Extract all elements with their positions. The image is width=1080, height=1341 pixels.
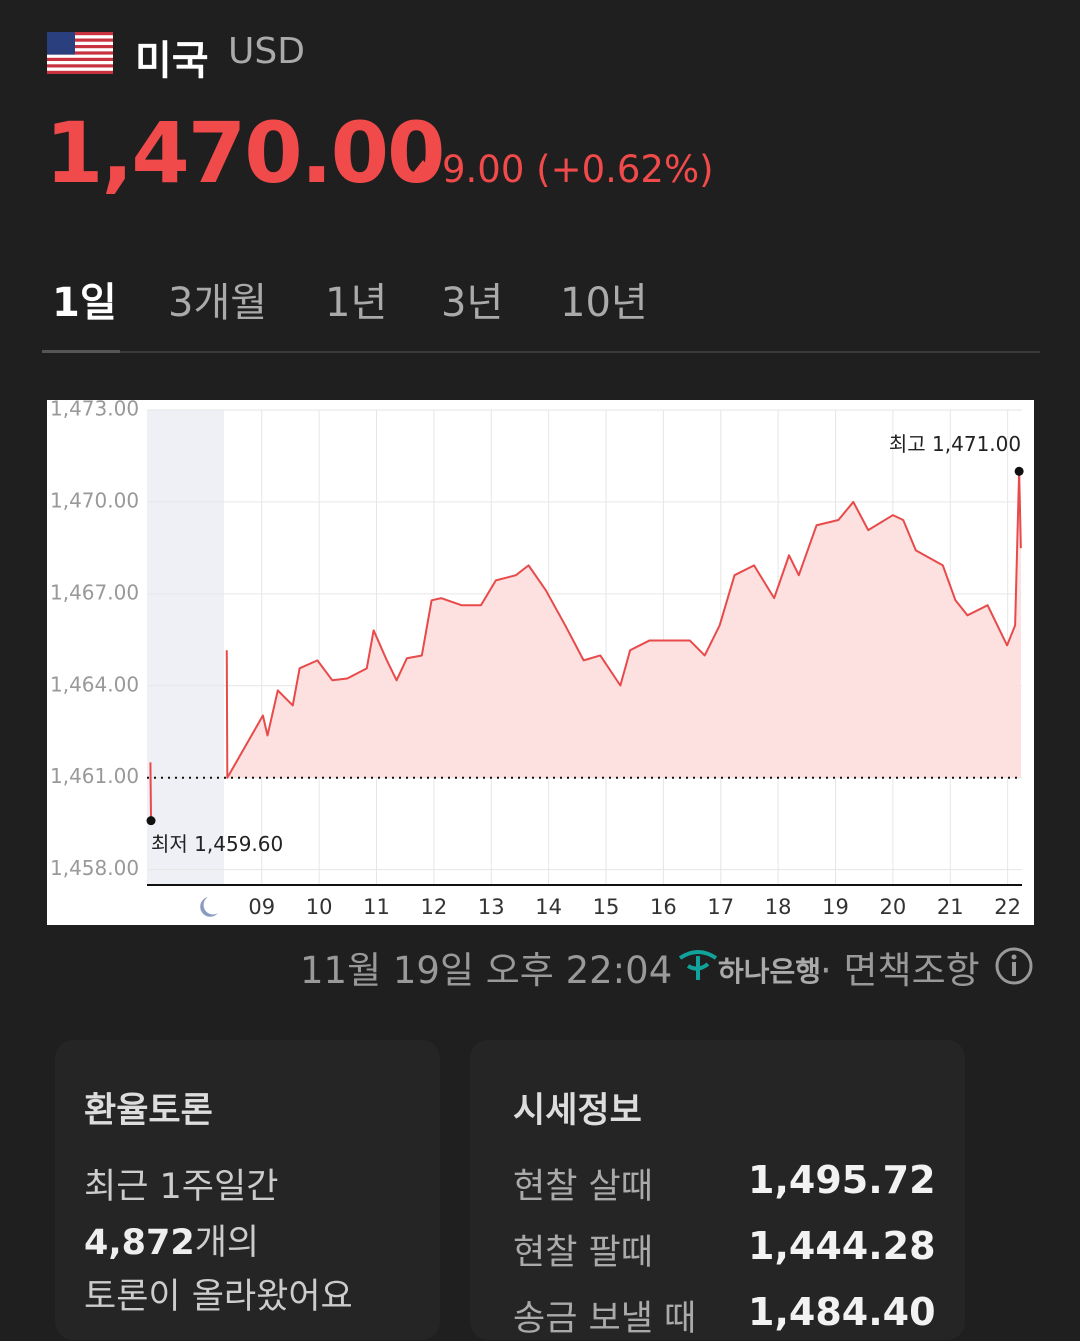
discussion-text: 토론이 올라왔어요 [84, 1277, 353, 1317]
extreme-dot [146, 816, 156, 826]
price-line [149, 470, 1022, 821]
tab[interactable]: 3년 [441, 280, 504, 326]
x-tick-label: 15 [593, 895, 620, 919]
up-arrow [412, 160, 434, 174]
row-value: 1,484.40 [748, 1290, 936, 1334]
tab-indicator [42, 350, 120, 353]
x-tick-label: 13 [478, 895, 505, 919]
row-value: 1,444.28 [748, 1224, 936, 1268]
x-tick-label: 19 [822, 895, 849, 919]
x-tick-label: 16 [650, 895, 677, 919]
discussion-text: 최근 1주일간 [84, 1167, 279, 1207]
tab[interactable]: 3개월 [168, 280, 268, 326]
tab[interactable]: 10년 [560, 280, 648, 326]
change-value: 9.00 [442, 148, 525, 191]
discussion-text: 4,872개의 [84, 1214, 259, 1265]
x-tick-label: 17 [707, 895, 734, 919]
bank-logo [678, 950, 718, 980]
x-tick-label: 21 [937, 895, 964, 919]
area [150, 471, 1021, 821]
y-tick-label: 1,464.00 [50, 672, 139, 696]
market-card [470, 1040, 965, 1340]
x-tick-label: 12 [421, 895, 448, 919]
country: 미국 [135, 38, 209, 84]
night-band [147, 410, 224, 885]
row-label: 송금 보낼 때 [513, 1299, 697, 1339]
y-tick-label: 1,461.00 [50, 764, 139, 788]
row-label: 현찰 살때 [513, 1167, 653, 1207]
tab[interactable]: 1년 [325, 280, 388, 326]
y-tick-label: 1,473.00 [50, 400, 139, 421]
extreme-label: 최고 1,471.00 [889, 432, 1021, 456]
flag-icon [47, 32, 113, 74]
currency: USD [228, 31, 305, 72]
moon-icon [200, 897, 218, 917]
y-tick-label: 1,467.00 [50, 580, 139, 604]
x-tick-label: 09 [248, 895, 275, 919]
x-tick-label: 11 [363, 895, 390, 919]
chart: 1,458.00 1,461.00 1,464.00 1,467.00 1,470.00… [47, 400, 1034, 925]
x-tick-label: 14 [535, 895, 562, 919]
extreme-dot [1014, 466, 1024, 476]
card-title: 시세정보 [513, 1091, 642, 1131]
x-tick-label: 10 [306, 895, 333, 919]
change-percent: (+0.62%) [536, 148, 714, 191]
disclaimer[interactable]: · 면책조항 [820, 949, 980, 992]
extreme-label: 최저 1,459.60 [151, 832, 283, 856]
discussion-count: 4,872 [84, 1223, 195, 1263]
change: 9.00 (+0.62%) [442, 148, 714, 191]
info-icon[interactable] [994, 946, 1034, 986]
discussion-card[interactable] [55, 1040, 440, 1340]
x-tick-label: 20 [880, 895, 907, 919]
discussion-suffix: 개의 [194, 1223, 260, 1263]
row-label: 현찰 팔때 [513, 1233, 653, 1273]
tab-divider [42, 351, 1040, 353]
y-tick-label: 1,458.00 [50, 856, 139, 880]
x-tick-label: 18 [765, 895, 792, 919]
y-tick-label: 1,470.00 [50, 488, 139, 512]
bank-name: 하나은행 [718, 955, 822, 988]
row-value: 1,495.72 [748, 1158, 936, 1202]
price: 1,470.00 [45, 104, 446, 202]
x-tick-label: 22 [994, 895, 1021, 919]
timestamp: 11월 19일 오후 22:04 [300, 949, 673, 992]
card-title: 환율토론 [84, 1091, 213, 1131]
tab[interactable]: 1일 [52, 280, 117, 326]
